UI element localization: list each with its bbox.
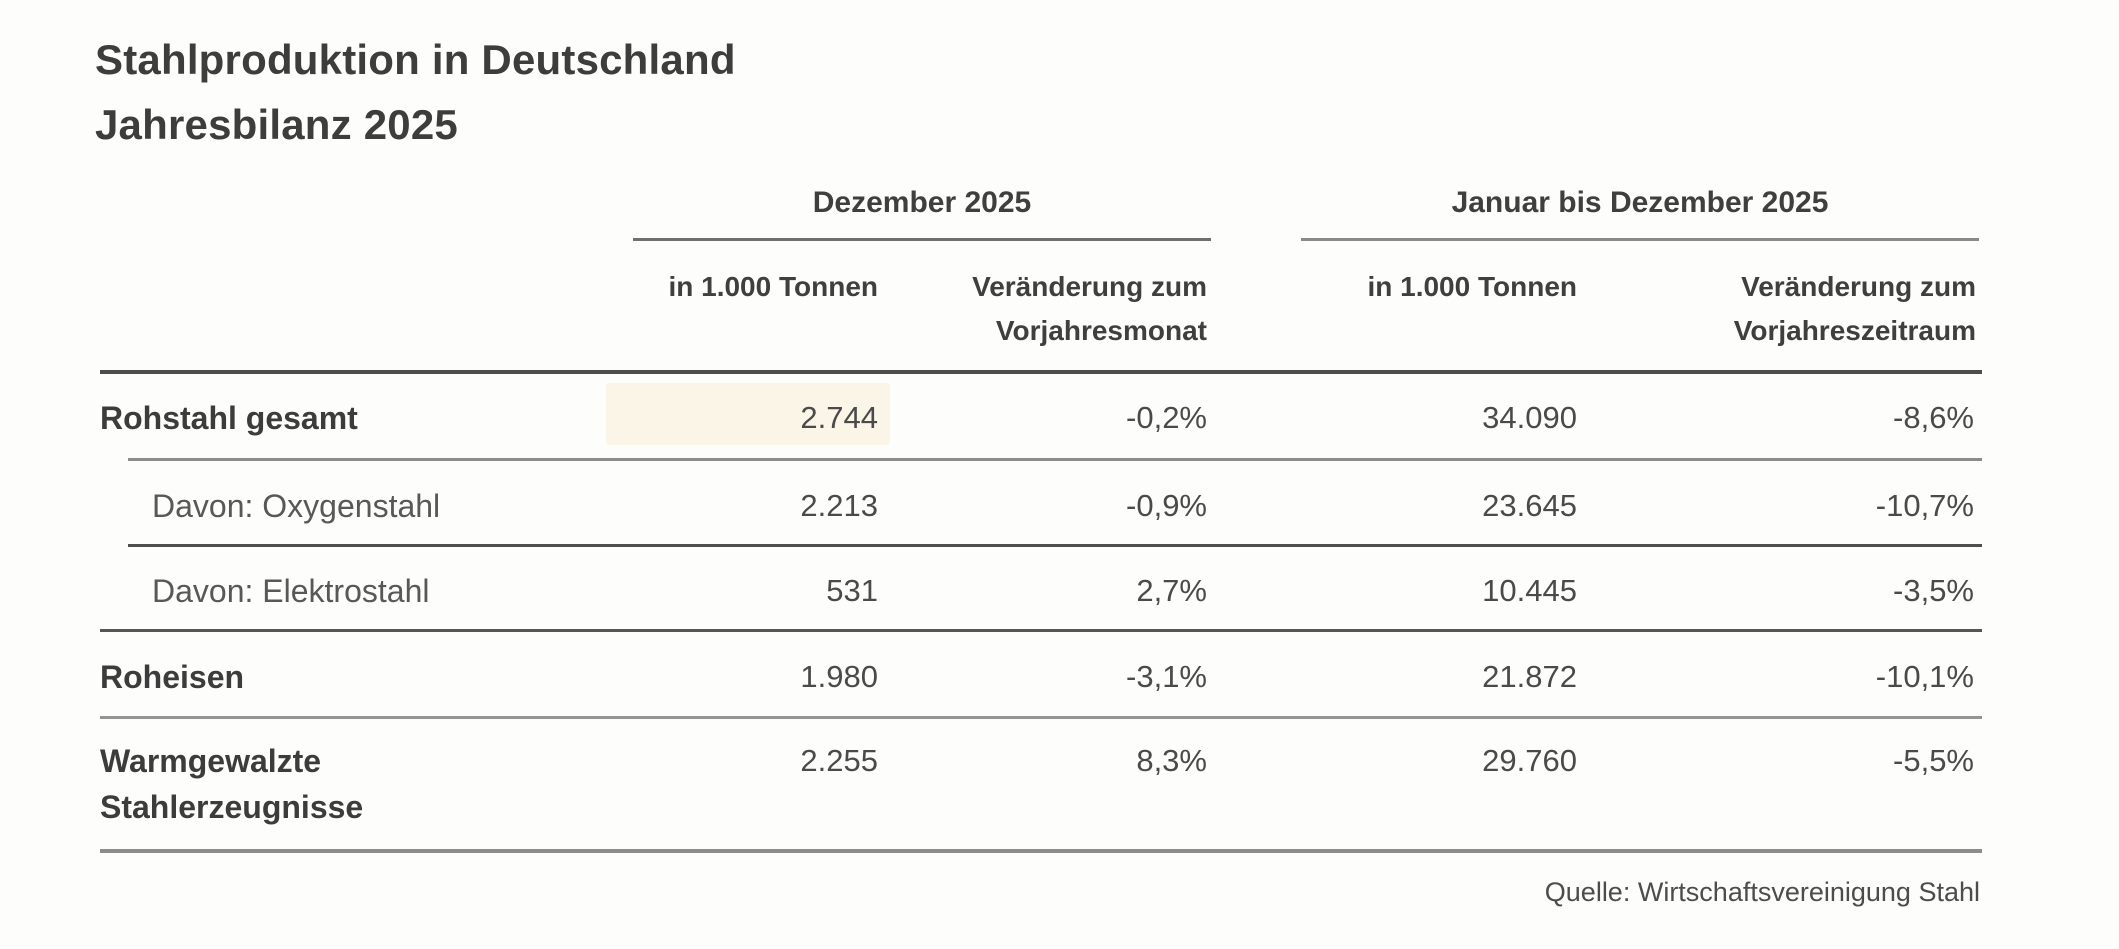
- cell-value: 21.872: [1482, 659, 1577, 694]
- page-title-line1: Stahlproduktion in Deutschland: [95, 36, 736, 83]
- source-credit: Quelle: Wirtschaftsvereinigung Stahl: [1544, 877, 1980, 907]
- cell-value: -5,5%: [1893, 743, 1974, 778]
- row-label: Roheisen: [100, 659, 245, 695]
- row-label: Rohstahl gesamt: [100, 400, 358, 436]
- divider-group-jan-dec: [1301, 238, 1979, 241]
- table-row: Davon: Oxygenstahl 2.213 -0,9% 23.645 -1…: [100, 464, 1982, 547]
- cell-value: 10.445: [1482, 573, 1577, 608]
- cell-value: 1.980: [800, 659, 878, 694]
- page-title-line2: Jahresbilanz 2025: [95, 101, 458, 148]
- cell-value: -8,6%: [1893, 400, 1974, 435]
- divider-table-bottom: [100, 849, 1982, 853]
- table-row: Davon: Elektrostahl 531 2,7% 10.445 -3,5…: [100, 550, 1982, 632]
- divider-table-top: [100, 370, 1982, 374]
- cell-value: -3,5%: [1893, 573, 1974, 608]
- column-header-tonnes-year: in 1.000 Tonnen: [1367, 271, 1577, 302]
- column-group-december: Dezember 2025: [812, 186, 1032, 219]
- cell-value: 2.213: [800, 487, 878, 523]
- cell-value: 23.645: [1482, 487, 1577, 523]
- row-label: Davon: Elektrostahl: [152, 573, 430, 609]
- cell-highlight: [606, 383, 890, 445]
- cell-value: -0,2%: [1126, 400, 1207, 435]
- cell-value: 29.760: [1482, 743, 1577, 778]
- table-row: Warmgewalzte Stahlerzeugnisse 2.255 8,3%…: [100, 722, 1982, 851]
- cell-value: 2.255: [800, 743, 878, 778]
- column-header-tonnes-december: in 1.000 Tonnen: [668, 271, 878, 302]
- cell-value: 531: [826, 573, 878, 608]
- cell-value: 2.744: [800, 400, 878, 435]
- cell-value: 2,7%: [1136, 573, 1207, 608]
- divider-group-december: [633, 238, 1211, 241]
- row-label: Davon: Oxygenstahl: [152, 487, 441, 524]
- column-header-change-month: Veränderung zum Vorjahresmonat: [972, 271, 1207, 346]
- cell-value: -3,1%: [1126, 659, 1207, 694]
- page-title: Stahlproduktion in Deutschland Jahresbil…: [95, 27, 736, 157]
- cell-value: 34.090: [1482, 400, 1577, 435]
- cell-value: 8,3%: [1136, 743, 1207, 778]
- row-label: Warmgewalzte Stahlerzeugnisse: [100, 743, 364, 825]
- column-header-change-period: Veränderung zum Vorjahreszeitraum: [1733, 271, 1976, 346]
- column-group-jan-dec: Januar bis Dezember 2025: [1451, 186, 1829, 219]
- table-row: Rohstahl gesamt 2.744 -0,2% 34.090 -8,6%: [100, 375, 1982, 461]
- cell-value: -10,1%: [1875, 659, 1974, 694]
- cell-value: -0,9%: [1126, 487, 1207, 523]
- cell-value: -10,7%: [1875, 487, 1974, 523]
- table-row: Roheisen 1.980 -3,1% 21.872 -10,1%: [100, 635, 1982, 719]
